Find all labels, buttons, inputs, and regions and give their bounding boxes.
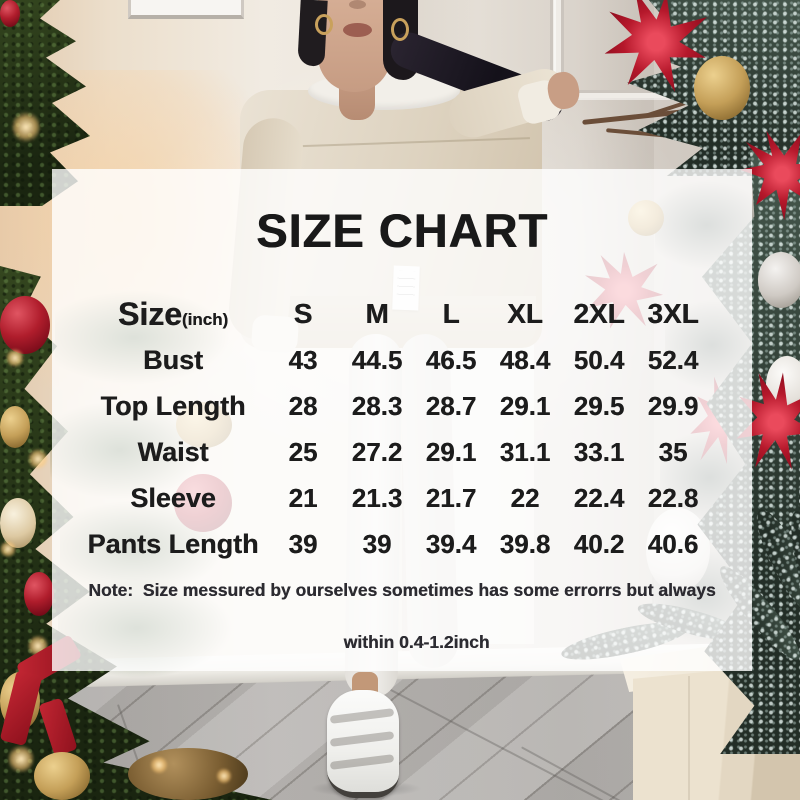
size-cell: 39	[362, 528, 392, 559]
size-cell: 40.6	[647, 528, 699, 559]
size-cell: 29.9	[647, 390, 699, 421]
size-cell: 27.2	[351, 436, 403, 467]
page-title: SIZE CHART	[256, 204, 548, 257]
tree-light	[12, 110, 40, 144]
size-cell: 22.4	[573, 482, 625, 513]
row-label-pants-length: Pants Length	[87, 528, 259, 559]
row-label-top-length: Top Length	[100, 390, 246, 421]
size-cell: 44.5	[351, 344, 403, 375]
size-cell: 35	[658, 436, 688, 467]
size-cell: 33.1	[573, 436, 625, 467]
size-cell: 29.5	[573, 390, 625, 421]
red-ornament	[0, 296, 50, 354]
tree-light	[216, 768, 232, 784]
size-cell: 21	[288, 482, 318, 513]
size-cell: 22	[510, 482, 540, 513]
size-cell: 43	[288, 344, 318, 375]
unit-label: (inch)	[181, 309, 229, 329]
size-cell: 25	[288, 436, 318, 467]
size-cell: 39	[288, 528, 318, 559]
sneaker-strap	[329, 708, 395, 724]
sneaker-strap	[329, 754, 395, 770]
size-cell: 39.4	[425, 528, 477, 559]
size-cell: 29.1	[499, 390, 551, 421]
size-header: Size (inch)	[118, 296, 228, 333]
hoop-earring	[391, 18, 409, 41]
size-cell: 28	[288, 390, 318, 421]
tree-light	[6, 348, 24, 368]
column-header-s: S	[293, 298, 313, 329]
column-header-xl: XL	[507, 298, 543, 329]
gold-ornament	[0, 406, 30, 448]
column-header-2xl: 2XL	[573, 298, 625, 329]
size-chart-panel: SIZE CHART Size (inch) S M L XL 2XL 3XL …	[52, 169, 752, 671]
gold-ornament	[34, 752, 90, 800]
size-cell: 22.8	[647, 482, 699, 513]
red-ornament	[0, 0, 20, 27]
row-label-bust: Bust	[143, 344, 203, 375]
column-header-l: L	[442, 298, 460, 329]
tree-light	[8, 744, 34, 774]
tree-light	[28, 448, 48, 470]
tree-light	[150, 756, 168, 774]
size-cell: 39.8	[499, 528, 551, 559]
size-cell: 52.4	[647, 344, 699, 375]
column-header-3xl: 3XL	[647, 298, 699, 329]
size-chart-table: Size (inch) S M L XL 2XL 3XL Bust 43 44.…	[52, 291, 780, 567]
model-lips	[343, 23, 372, 37]
size-label: Size	[117, 295, 182, 332]
tree-light	[0, 540, 16, 558]
picture-frame	[128, 0, 244, 19]
size-cell: 31.1	[499, 436, 551, 467]
size-cell: 21.7	[425, 482, 477, 513]
model-face	[318, 0, 391, 92]
silver-ornament	[758, 252, 800, 308]
sneaker-strap	[329, 731, 395, 747]
column-header-m: M	[365, 298, 389, 329]
note-line-2: within 0.4-1.2inch	[343, 632, 490, 652]
size-cell: 21.3	[351, 482, 403, 513]
size-cell: 29.1	[425, 436, 477, 467]
measurement-note: Note: Size messured by ourselves sometim…	[52, 577, 752, 681]
hoop-earring	[315, 14, 333, 35]
champagne-ornament	[0, 498, 36, 548]
row-label-waist: Waist	[137, 436, 209, 467]
red-ornament	[24, 572, 54, 616]
gold-glitter-ornament	[694, 56, 750, 120]
row-label-sleeve: Sleeve	[130, 482, 216, 513]
white-sneaker	[327, 690, 399, 798]
size-cell: 48.4	[499, 344, 551, 375]
size-cell: 40.2	[573, 528, 625, 559]
gift-box-seam	[688, 676, 690, 800]
note-line-1: Note: Size messured by ourselves sometim…	[88, 580, 716, 600]
size-cell: 28.7	[425, 390, 477, 421]
size-cell: 28.3	[351, 390, 403, 421]
size-cell: 46.5	[425, 344, 477, 375]
model-nose	[349, 0, 366, 9]
size-cell: 50.4	[573, 344, 625, 375]
